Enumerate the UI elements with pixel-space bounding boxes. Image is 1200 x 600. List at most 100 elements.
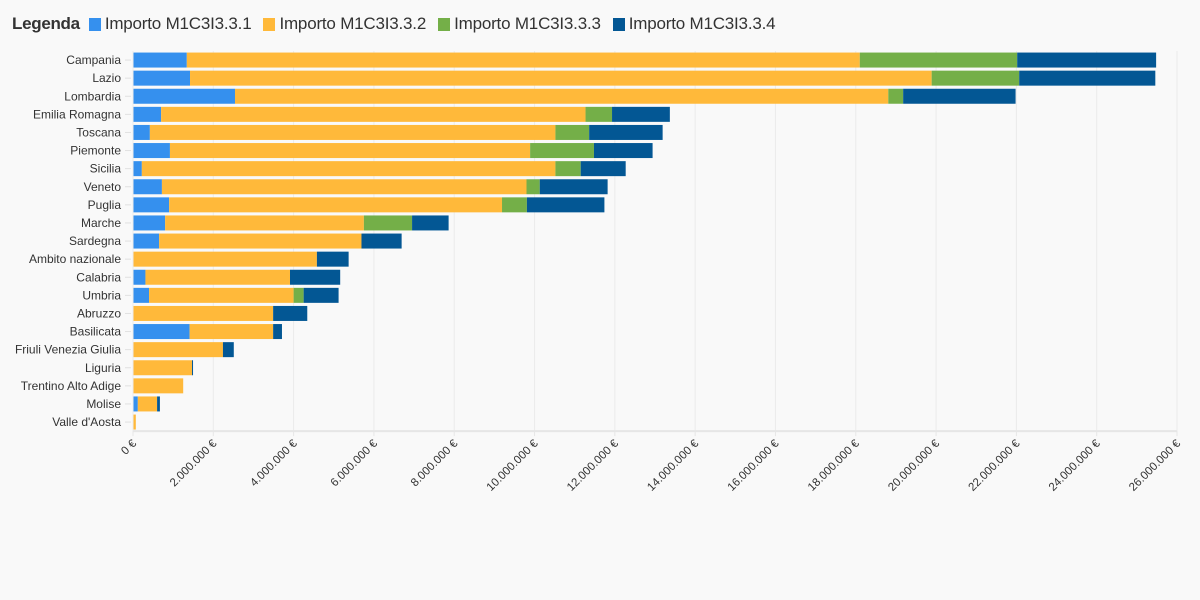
bar-segment-1[interactable] — [133, 52, 187, 68]
bar-segment-2[interactable] — [161, 106, 586, 122]
bar-segment-2[interactable] — [234, 88, 889, 104]
bar-segment-1[interactable] — [133, 215, 166, 231]
y-category-label: Piemonte — [70, 144, 121, 158]
bar-segment-4[interactable] — [903, 88, 1016, 104]
bar-segment-4[interactable] — [157, 396, 160, 412]
bar-segment-2[interactable] — [149, 124, 556, 140]
bar-segment-2[interactable] — [149, 287, 294, 303]
bar-segment-1[interactable] — [133, 287, 150, 303]
y-axis: Campania Lazio Lombardia Emilia Romagna Tosc… — [15, 51, 134, 432]
bar-segment-2[interactable] — [133, 251, 317, 267]
bar-segment-4[interactable] — [580, 161, 626, 177]
bar-segment-3[interactable] — [530, 143, 594, 159]
y-category-label: Calabria — [76, 270, 121, 284]
bar-segment-2[interactable] — [133, 414, 136, 430]
bar-segment-4[interactable] — [192, 360, 194, 376]
bar-segment-3[interactable] — [363, 215, 413, 231]
bar-segment-1[interactable] — [133, 106, 162, 122]
legend-item-4[interactable]: Importo M1C3I3.3.4 — [612, 14, 776, 34]
bar-segment-2[interactable] — [145, 269, 291, 285]
bar-segment-3[interactable] — [555, 161, 581, 177]
bar-segment-2[interactable] — [133, 342, 223, 358]
bar-segment-3[interactable] — [888, 88, 904, 104]
bar-segment-1[interactable] — [133, 143, 170, 159]
bar-segment-2[interactable] — [169, 197, 503, 213]
x-tick-label: 20.000.000 € — [886, 437, 942, 493]
bar-segment-4[interactable] — [273, 324, 282, 340]
x-tick-label: 24.000.000 € — [1047, 437, 1103, 493]
bar-segment-3[interactable] — [931, 70, 1020, 86]
bar-segment-4[interactable] — [1019, 70, 1156, 86]
bar-segment-1[interactable] — [133, 161, 142, 177]
bar-segment-1[interactable] — [133, 179, 162, 195]
bar-segment-4[interactable] — [612, 106, 670, 122]
bar-segment-2[interactable] — [161, 179, 527, 195]
bar-segment-4[interactable] — [273, 305, 308, 321]
x-tick-label: 14.000.000 € — [645, 437, 701, 493]
legend-swatch-2 — [263, 17, 276, 31]
bar-segment-1[interactable] — [133, 324, 190, 340]
legend-swatch-3 — [438, 17, 451, 31]
legend-label-4: Importo M1C3I3.3.4 — [628, 14, 776, 33]
legend-item-1[interactable]: Importo M1C3I3.3.1 — [88, 14, 252, 34]
legend-item-3[interactable]: Importo M1C3I3.3.3 — [438, 14, 601, 34]
y-category-label: Toscana — [76, 125, 121, 139]
bar-segment-4[interactable] — [1017, 52, 1157, 68]
bar-segment-1[interactable] — [133, 124, 150, 140]
legend-label-1: Importo M1C3I3.3.1 — [104, 14, 252, 33]
bar-segment-2[interactable] — [165, 215, 364, 231]
bar-segment-3[interactable] — [502, 197, 527, 213]
y-category-label: Emilia Romagna — [33, 107, 121, 121]
y-category-label: Veneto — [84, 180, 122, 194]
bar-segment-4[interactable] — [361, 233, 402, 249]
y-category-label: Ambito nazionale — [29, 252, 121, 266]
bar-segment-4[interactable] — [303, 287, 339, 303]
bar-segment-1[interactable] — [133, 197, 170, 213]
bar-segment-4[interactable] — [526, 197, 605, 213]
bar-segment-1[interactable] — [133, 70, 191, 86]
bar-segment-1[interactable] — [133, 233, 160, 249]
y-category-label: Puglia — [88, 198, 122, 212]
y-category-label: Friuli Venezia Giulia — [15, 343, 121, 357]
bar-segment-3[interactable] — [555, 124, 590, 140]
bar-segment-4[interactable] — [316, 251, 349, 267]
bar-segment-4[interactable] — [222, 342, 234, 358]
bar-segment-4[interactable] — [593, 143, 653, 159]
bar-segment-2[interactable] — [186, 52, 860, 68]
bar-segment-4[interactable] — [589, 124, 663, 140]
bar-segment-3[interactable] — [585, 106, 613, 122]
y-category-label: Campania — [66, 53, 121, 67]
bar-segment-2[interactable] — [159, 233, 362, 249]
x-tick-label: 12.000.000 € — [565, 437, 621, 493]
bar-segment-4[interactable] — [290, 269, 341, 285]
bar-segment-3[interactable] — [526, 179, 540, 195]
bar-segment-4[interactable] — [412, 215, 449, 231]
bar-segment-2[interactable] — [133, 305, 274, 321]
legend-label-3: Importo M1C3I3.3.3 — [454, 14, 601, 33]
bar-segment-3[interactable] — [293, 287, 304, 303]
bar-segment-2[interactable] — [169, 143, 531, 159]
bar-segment-2[interactable] — [189, 324, 274, 340]
bar-segment-1[interactable] — [133, 396, 138, 412]
y-category-label: Sardegna — [69, 234, 121, 248]
legend-swatch-1 — [88, 17, 101, 31]
bar-segment-1[interactable] — [133, 88, 235, 104]
bar-segment-2[interactable] — [141, 161, 556, 177]
bar-segment-2[interactable] — [190, 70, 932, 86]
x-tick-label: 18.000.000 € — [806, 437, 862, 493]
x-tick-label: 10.000.000 € — [485, 437, 541, 493]
bars — [133, 52, 1157, 430]
y-category-label: Sicilia — [90, 162, 122, 176]
x-tick-label: 16.000.000 € — [726, 437, 782, 493]
bar-segment-2[interactable] — [133, 360, 193, 376]
legend-item-2[interactable]: Importo M1C3I3.3.2 — [263, 14, 426, 34]
bar-segment-2[interactable] — [133, 378, 184, 394]
y-category-label: Molise — [86, 397, 121, 411]
bar-segment-1[interactable] — [133, 269, 146, 285]
x-tick-label: 8.000.000 € — [409, 437, 461, 489]
bar-segment-4[interactable] — [539, 179, 608, 195]
bar-segment-2[interactable] — [137, 396, 158, 412]
bar-segment-3[interactable] — [859, 52, 1018, 68]
y-category-label: Abruzzo — [77, 306, 121, 320]
